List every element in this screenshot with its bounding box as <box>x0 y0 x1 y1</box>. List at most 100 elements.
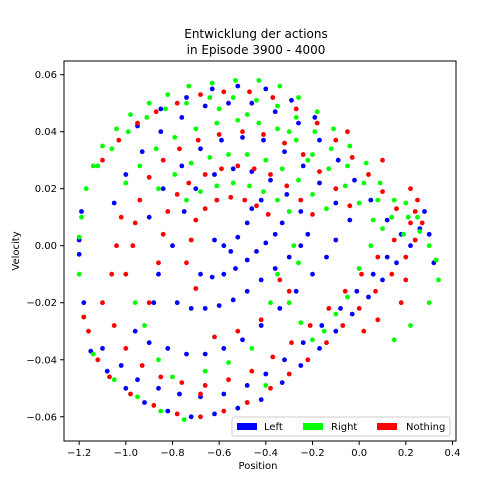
data-point-right <box>144 115 149 120</box>
data-point-left <box>123 386 128 391</box>
x-tick-label: −1.0 <box>114 448 138 459</box>
data-point-right <box>280 166 285 171</box>
data-point-nothing <box>259 317 264 322</box>
data-point-left <box>268 178 273 183</box>
data-point-left <box>212 238 217 243</box>
data-point-nothing <box>277 278 282 283</box>
data-point-nothing <box>373 289 378 294</box>
data-point-nothing <box>147 175 152 180</box>
data-point-right <box>364 161 369 166</box>
data-point-nothing <box>394 206 399 211</box>
data-point-nothing <box>245 400 250 405</box>
data-point-left <box>366 295 371 300</box>
data-point-right <box>417 229 422 234</box>
data-point-right <box>389 215 394 220</box>
data-point-nothing <box>193 286 198 291</box>
data-point-left <box>273 109 278 114</box>
data-point-nothing <box>154 109 159 114</box>
data-point-left <box>135 377 140 382</box>
data-point-right <box>275 272 280 277</box>
data-point-right <box>126 129 131 134</box>
data-point-nothing <box>340 323 345 328</box>
data-point-right <box>170 375 175 380</box>
data-point-left <box>245 383 250 388</box>
data-point-right <box>128 112 133 117</box>
data-point-nothing <box>235 164 240 169</box>
data-point-right <box>198 189 203 194</box>
data-point-right <box>207 155 212 160</box>
data-point-left <box>282 357 287 362</box>
data-point-nothing <box>326 306 331 311</box>
data-point-nothing <box>408 186 413 191</box>
data-point-right <box>434 258 439 263</box>
data-point-right <box>137 164 142 169</box>
data-point-right <box>294 115 299 120</box>
data-point-right <box>186 84 191 89</box>
data-point-left <box>261 138 266 143</box>
data-point-left <box>249 101 254 106</box>
data-point-nothing <box>228 195 233 200</box>
data-point-right <box>172 135 177 140</box>
data-point-nothing <box>198 392 203 397</box>
data-point-right <box>163 107 168 112</box>
data-point-nothing <box>123 346 128 351</box>
data-point-left <box>273 232 278 237</box>
data-point-left <box>228 249 233 254</box>
data-point-left <box>175 300 180 305</box>
data-point-nothing <box>196 138 201 143</box>
data-point-left <box>354 289 359 294</box>
data-point-left <box>368 198 373 203</box>
data-point-left <box>156 272 161 277</box>
x-axis-label: Position <box>239 461 278 472</box>
x-tick-label: −1.2 <box>67 448 91 459</box>
data-point-left <box>179 164 184 169</box>
data-point-left <box>161 186 166 191</box>
data-point-left <box>259 198 264 203</box>
data-point-nothing <box>161 232 166 237</box>
data-point-left <box>287 255 292 260</box>
data-point-nothing <box>347 203 352 208</box>
data-point-left <box>170 243 175 248</box>
data-point-left <box>189 306 194 311</box>
data-point-right <box>226 360 231 365</box>
data-point-left <box>147 215 152 220</box>
data-point-right <box>392 337 397 342</box>
data-point-nothing <box>107 375 112 380</box>
data-point-nothing <box>112 323 117 328</box>
data-point-nothing <box>161 158 166 163</box>
y-axis-label: Velocity <box>11 231 22 270</box>
data-point-left <box>317 181 322 186</box>
data-point-left <box>263 87 268 92</box>
data-point-right <box>77 272 82 277</box>
data-point-left <box>123 172 128 177</box>
data-point-right <box>91 164 96 169</box>
data-point-left <box>336 158 341 163</box>
data-point-right <box>231 181 236 186</box>
data-point-right <box>275 126 280 131</box>
data-point-right <box>326 166 331 171</box>
data-point-left <box>77 252 82 257</box>
data-point-right <box>210 81 215 86</box>
x-tick-label: −0.6 <box>207 448 231 459</box>
data-point-left <box>371 272 376 277</box>
data-point-left <box>165 346 170 351</box>
data-point-left <box>142 400 147 405</box>
data-point-left <box>240 337 245 342</box>
data-point-nothing <box>95 357 100 362</box>
data-point-nothing <box>361 329 366 334</box>
data-point-left <box>245 221 250 226</box>
y-tick-label: 0.00 <box>35 241 57 252</box>
data-point-right <box>95 164 100 169</box>
data-point-left <box>212 172 217 177</box>
data-point-nothing <box>147 300 152 305</box>
data-point-nothing <box>175 412 180 417</box>
legend-swatch-nothing <box>377 423 397 430</box>
data-point-left <box>210 275 215 280</box>
data-point-left <box>210 87 215 92</box>
data-point-nothing <box>310 212 315 217</box>
data-point-nothing <box>392 238 397 243</box>
data-point-nothing <box>289 340 294 345</box>
data-point-right <box>135 394 140 399</box>
data-point-left <box>254 249 259 254</box>
data-point-right <box>79 215 84 220</box>
